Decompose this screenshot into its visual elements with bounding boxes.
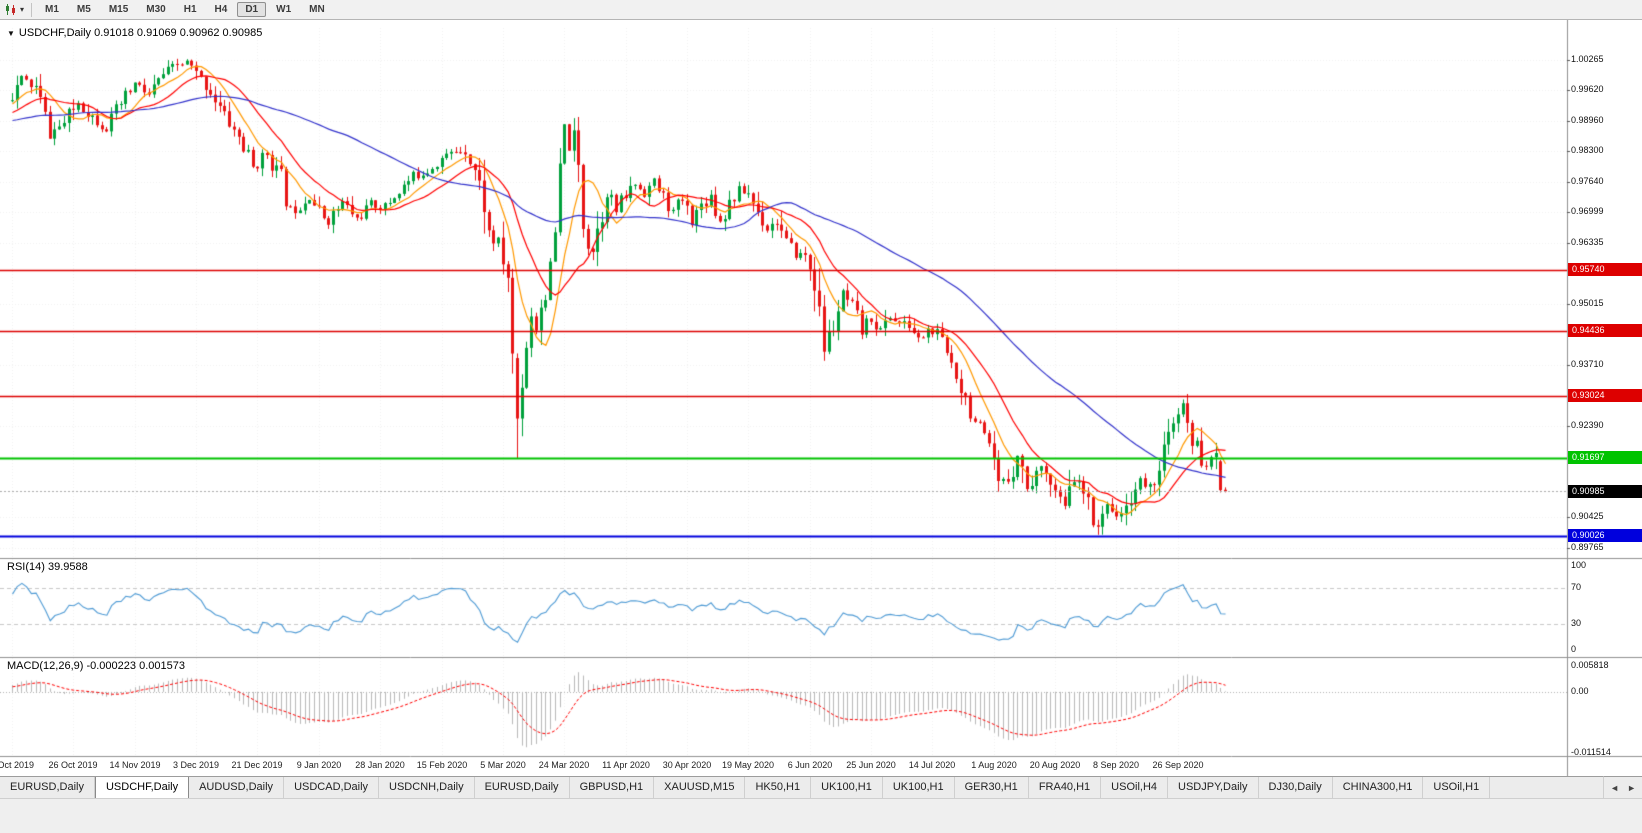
chart-tab-bar: EURUSD,Daily USDCHF,Daily AUDUSD,Daily USDC… bbox=[0, 776, 1642, 798]
price-axis-label: 0.98300 bbox=[1571, 145, 1604, 155]
date-axis-label: 1 Aug 2020 bbox=[971, 760, 1017, 770]
chart-tab-uk100-h1[interactable]: UK100,H1 bbox=[882, 777, 955, 798]
chart-tab-usoil-h1[interactable]: USOil,H1 bbox=[1423, 777, 1491, 798]
date-axis-label: 8 Oct 2019 bbox=[0, 760, 35, 770]
chart-tab-usdjpy-daily[interactable]: USDJPY,Daily bbox=[1168, 777, 1259, 798]
date-axis-label: 8 Sep 2020 bbox=[1092, 760, 1140, 770]
timeframe-button-w1[interactable]: W1 bbox=[276, 4, 292, 15]
chart-tab-usdcnh-daily[interactable]: USDCNH,Daily bbox=[379, 777, 475, 798]
timeframe-button-m5[interactable]: M5 bbox=[76, 4, 91, 15]
price-axis-label: 1.00265 bbox=[1571, 54, 1604, 64]
date-axis-label: 30 Apr 2020 bbox=[662, 760, 712, 770]
date-axis-label: 24 Mar 2020 bbox=[538, 760, 590, 770]
date-axis-label: 15 Feb 2020 bbox=[416, 760, 468, 770]
tab-scroll-right-button[interactable]: ► bbox=[1627, 782, 1636, 793]
chart-tab-usoil-h4[interactable]: USOil,H4 bbox=[1101, 777, 1169, 798]
macd-axis-label: 0.00 bbox=[1571, 686, 1589, 696]
chart-tab-ger30-h1[interactable]: GER30,H1 bbox=[954, 777, 1029, 798]
chart-menu-arrow-icon[interactable]: ▼ bbox=[7, 29, 15, 38]
date-axis-label: 3 Dec 2019 bbox=[172, 760, 220, 770]
price-axis-label: 0.96999 bbox=[1571, 206, 1604, 216]
chart-tab-gbpusd-h1[interactable]: GBPUSD,H1 bbox=[569, 777, 655, 798]
date-axis-label: 5 Mar 2020 bbox=[480, 760, 526, 770]
toolbar-separator bbox=[31, 2, 33, 17]
chart-type-icon[interactable] bbox=[4, 3, 18, 16]
macd-axis-label: 0.005818 bbox=[1571, 660, 1609, 670]
chart-tab-xauusd-m15[interactable]: XAUUSD,M15 bbox=[654, 777, 746, 798]
date-axis-label: 19 May 2020 bbox=[721, 760, 775, 770]
date-axis-label: 9 Jan 2020 bbox=[296, 760, 342, 770]
date-axis-label: 26 Oct 2019 bbox=[48, 760, 98, 770]
hline-price-badge: 0.90026 bbox=[1568, 529, 1642, 542]
chart-tab-audusd-daily[interactable]: AUDUSD,Daily bbox=[189, 777, 285, 798]
timeframe-buttons: M1 M5 M15 M30 H1 H4 D1 W1 MN bbox=[36, 2, 334, 17]
timeframe-button-m1[interactable]: M1 bbox=[45, 4, 59, 15]
price-axis-label: 0.89765 bbox=[1571, 542, 1604, 552]
hline-price-badge: 0.95740 bbox=[1568, 263, 1642, 276]
rsi-axis-label: 0 bbox=[1571, 644, 1577, 654]
rsi-indicator-label: RSI(14) 39.9588 bbox=[7, 561, 88, 573]
date-axis-label: 14 Jul 2020 bbox=[908, 760, 956, 770]
timeframe-button-m15[interactable]: M15 bbox=[108, 4, 129, 15]
date-axis-label: 6 Jun 2020 bbox=[787, 760, 833, 770]
chart-tab-uk100-h1[interactable]: UK100,H1 bbox=[811, 777, 883, 798]
timeframe-toolbar: ▾ M1 M5 M15 M30 H1 H4 D1 W1 MN bbox=[0, 0, 1642, 20]
timeframe-button-d1[interactable]: D1 bbox=[237, 2, 267, 17]
chart-title: ▼ USDCHF,Daily 0.91018 0.91069 0.90962 0.… bbox=[7, 27, 262, 39]
hline-price-badge: 0.94436 bbox=[1568, 324, 1642, 337]
current-price-badge: 0.90985 bbox=[1568, 484, 1642, 498]
price-axis-label: 0.92390 bbox=[1571, 420, 1604, 430]
price-chart-canvas[interactable] bbox=[0, 20, 1642, 776]
date-axis-label: 11 Apr 2020 bbox=[602, 760, 650, 770]
timeframe-button-h1[interactable]: H1 bbox=[183, 4, 197, 15]
tab-scroll-left-button[interactable]: ◄ bbox=[1610, 782, 1620, 793]
chart-tab-usdcad-daily[interactable]: USDCAD,Daily bbox=[284, 777, 380, 798]
tab-scroll-arrows: ◄ ► bbox=[1603, 776, 1642, 798]
price-axis-label: 0.93710 bbox=[1571, 359, 1604, 369]
chart-tab-eurusd-daily[interactable]: EURUSD,Daily bbox=[0, 777, 95, 798]
status-bar bbox=[0, 798, 1642, 833]
chart-tabs: EURUSD,Daily USDCHF,Daily AUDUSD,Daily USDC… bbox=[0, 777, 1491, 798]
rsi-axis-label: 100 bbox=[1571, 560, 1587, 570]
macd-axis-label: -0.011514 bbox=[1571, 747, 1611, 757]
chart-tab-usdchf-daily[interactable]: USDCHF,Daily bbox=[94, 777, 190, 798]
chart-tab-fra40-h1[interactable]: FRA40,H1 bbox=[1028, 777, 1102, 798]
hline-price-badge: 0.93024 bbox=[1568, 389, 1642, 402]
chart-type-dropdown-icon[interactable]: ▾ bbox=[20, 5, 25, 14]
price-axis-label: 0.95015 bbox=[1571, 298, 1604, 308]
date-axis-label: 28 Jan 2020 bbox=[355, 760, 405, 770]
chart-tab-eurusd-daily[interactable]: EURUSD,Daily bbox=[474, 777, 570, 798]
date-axis-label: 26 Sep 2020 bbox=[1152, 760, 1204, 770]
chart-tab-dj30-daily[interactable]: DJ30,Daily bbox=[1258, 777, 1333, 798]
price-axis-label: 0.90425 bbox=[1571, 511, 1604, 521]
price-axis-label: 0.98960 bbox=[1571, 115, 1604, 125]
date-axis-label: 20 Aug 2020 bbox=[1029, 760, 1081, 770]
rsi-axis-label: 70 bbox=[1571, 582, 1582, 592]
chart-window: ▼ USDCHF,Daily 0.91018 0.91069 0.90962 0.… bbox=[0, 20, 1642, 776]
date-axis-label: 25 Jun 2020 bbox=[846, 760, 896, 770]
price-axis-label: 0.99620 bbox=[1571, 84, 1604, 94]
date-axis-label: 14 Nov 2019 bbox=[109, 760, 161, 770]
price-axis-label: 0.96335 bbox=[1571, 237, 1604, 247]
macd-indicator-label: MACD(12,26,9) -0.000223 0.001573 bbox=[7, 660, 185, 672]
date-axis-label: 21 Dec 2019 bbox=[231, 760, 283, 770]
chart-tab-hk50-h1[interactable]: HK50,H1 bbox=[745, 777, 812, 798]
timeframe-button-h4[interactable]: H4 bbox=[214, 4, 228, 15]
chart-tab-china300-h1[interactable]: CHINA300,H1 bbox=[1332, 777, 1424, 798]
price-axis-label: 0.97640 bbox=[1571, 176, 1604, 186]
hline-price-badge: 0.91697 bbox=[1568, 451, 1642, 464]
chart-ohlc-title: USDCHF,Daily 0.91018 0.91069 0.90962 0.9… bbox=[18, 27, 263, 39]
rsi-axis-label: 30 bbox=[1571, 618, 1582, 628]
timeframe-button-mn[interactable]: MN bbox=[309, 4, 325, 15]
timeframe-button-m30[interactable]: M30 bbox=[146, 4, 166, 15]
